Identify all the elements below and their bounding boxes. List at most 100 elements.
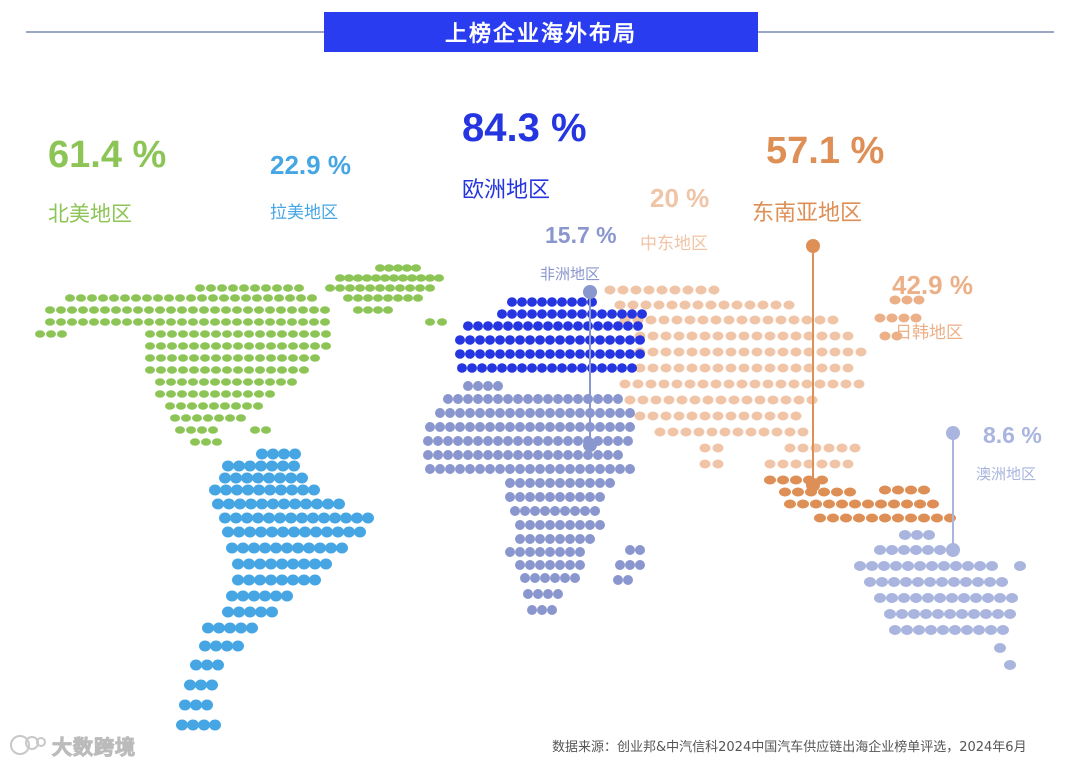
africa-dot	[525, 422, 535, 432]
middle-east-dot	[634, 411, 646, 421]
north-america-dot	[353, 306, 363, 314]
middle-east-dot	[801, 379, 813, 389]
africa-dot	[533, 450, 543, 460]
africa-dot	[515, 464, 525, 474]
middle-east-dot	[767, 395, 779, 405]
latin-america-dot	[259, 590, 271, 602]
north-america-dot	[155, 378, 165, 386]
middle-east-dot	[614, 300, 626, 310]
europe-dot	[505, 335, 515, 345]
latin-america-dot	[322, 498, 334, 510]
africa-dot	[545, 560, 555, 570]
africa-dot	[535, 408, 545, 418]
latin-america-dot	[340, 512, 352, 524]
africa-dot	[635, 560, 645, 570]
southeast-asia-dot	[901, 499, 913, 509]
value-label-australia: 8.6 %	[983, 422, 1042, 448]
latin-america-dot	[287, 574, 299, 586]
europe-dot	[537, 309, 547, 319]
north-america-dot	[211, 366, 221, 374]
southeast-asia-dot	[875, 499, 887, 509]
africa-dot	[463, 436, 473, 446]
australia-dot	[898, 545, 910, 555]
latin-america-dot	[255, 460, 267, 472]
africa-dot	[563, 450, 573, 460]
north-america-dot	[335, 274, 345, 282]
north-america-dot	[254, 306, 264, 314]
middle-east-dot	[827, 315, 839, 325]
africa-dot	[573, 450, 583, 460]
middle-east-dot	[738, 331, 750, 341]
europe-dot	[535, 349, 545, 359]
middle-east-dot	[741, 395, 753, 405]
europe-dot	[625, 349, 635, 359]
africa-dot	[533, 436, 543, 446]
australia-dot	[974, 561, 986, 571]
latin-america-dot	[206, 679, 218, 691]
north-america-dot	[100, 306, 110, 314]
north-america-dot	[142, 294, 152, 302]
southeast-asia-dot	[892, 513, 904, 523]
europe-dot	[515, 349, 525, 359]
middle-east-dot	[829, 363, 841, 373]
north-america-dot	[425, 284, 435, 292]
latin-america-dot	[285, 512, 297, 524]
southeast-asia-dot	[844, 487, 856, 497]
middle-east-dot	[647, 331, 659, 341]
north-america-dot	[209, 402, 219, 410]
north-america-dot	[167, 354, 177, 362]
europe-dot	[503, 321, 513, 331]
europe-dot	[587, 363, 597, 373]
latin-america-dot	[314, 542, 326, 554]
europe-dot	[575, 349, 585, 359]
africa-dot	[493, 381, 503, 391]
middle-east-dot	[653, 300, 665, 310]
africa-dot	[525, 478, 535, 488]
australia-dot	[970, 593, 982, 603]
africa-dot	[545, 478, 555, 488]
latin-america-dot	[255, 606, 267, 618]
africa-dot	[453, 436, 463, 446]
north-america-dot	[177, 306, 187, 314]
north-america-dot	[299, 366, 309, 374]
europe-dot	[465, 335, 475, 345]
africa-dot	[463, 381, 473, 391]
latin-america-dot	[298, 558, 310, 570]
africa-dot	[615, 408, 625, 418]
australia-dot	[884, 609, 896, 619]
north-america-dot	[145, 342, 155, 350]
north-america-dot	[222, 354, 232, 362]
north-america-dot	[241, 294, 251, 302]
middle-east-dot	[797, 427, 809, 437]
africa-dot	[563, 394, 573, 404]
north-america-dot	[266, 354, 276, 362]
europe-dot	[617, 363, 627, 373]
region-label-australia: 澳洲地区	[976, 465, 1037, 483]
southeast-asia-dot	[836, 499, 848, 509]
middle-east-dot	[749, 379, 761, 389]
middle-east-dot	[731, 300, 743, 310]
europe-dot	[635, 335, 645, 345]
africa-dot	[503, 450, 513, 460]
middle-east-dot	[667, 427, 679, 437]
europe-dot	[527, 309, 537, 319]
middle-east-dot	[788, 379, 800, 389]
africa-dot	[513, 450, 523, 460]
africa-dot	[565, 560, 575, 570]
latin-america-dot	[201, 659, 213, 671]
middle-east-dot	[686, 411, 698, 421]
australia-dot	[994, 593, 1006, 603]
middle-east-dot	[712, 347, 724, 357]
latin-america-dot	[241, 472, 253, 484]
latin-america-dot	[354, 526, 366, 538]
north-america-dot	[244, 330, 254, 338]
southeast-asia-dot	[823, 499, 835, 509]
europe-dot	[563, 321, 573, 331]
value-label-north-america: 61.4 %	[48, 134, 167, 176]
africa-dot	[575, 560, 585, 570]
europe-dot	[513, 321, 523, 331]
australia-dot	[934, 593, 946, 603]
africa-dot	[580, 506, 590, 516]
north-america-dot	[153, 294, 163, 302]
japan-korea-dot	[901, 295, 913, 305]
